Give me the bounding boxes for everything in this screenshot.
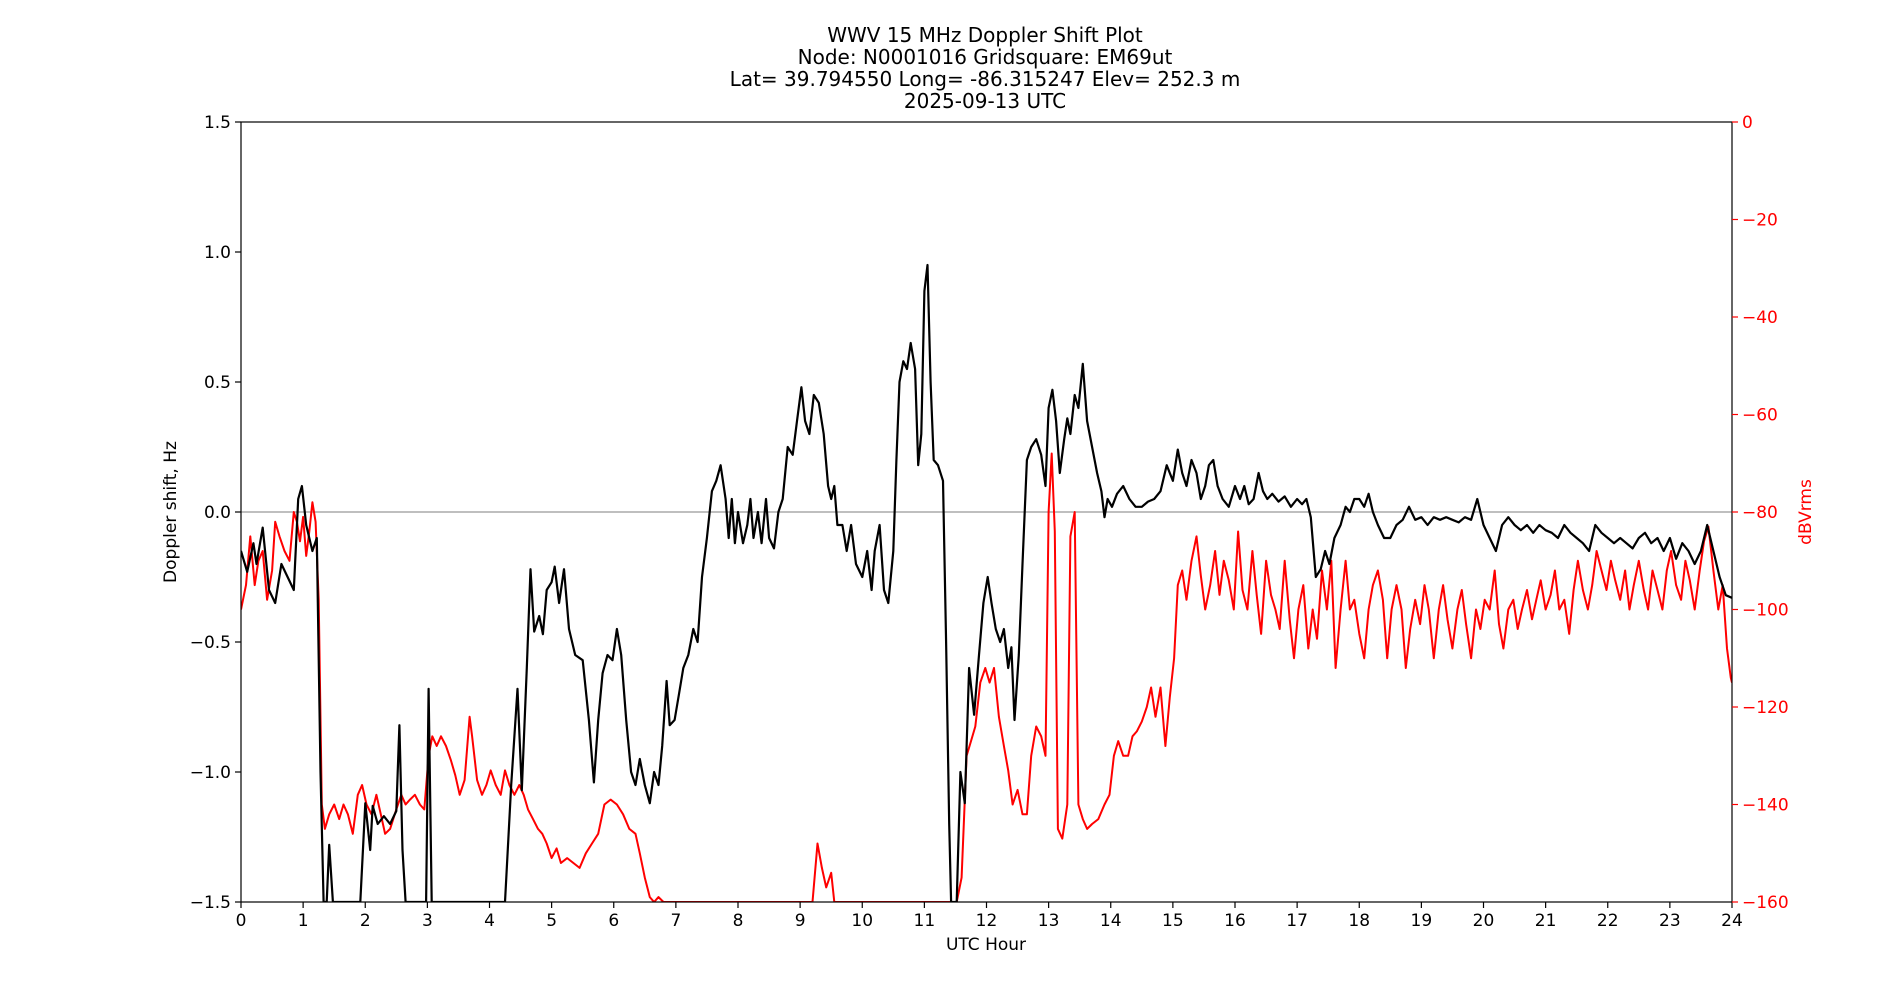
x-tick-label: 21: [1535, 911, 1557, 931]
x-tick-label: 7: [670, 911, 681, 931]
y-tick-label: −1.0: [190, 763, 231, 783]
y-tick-label: −1.5: [190, 893, 231, 913]
y-tick-label: 0.0: [204, 503, 231, 523]
x-tick-label: 9: [795, 911, 806, 931]
x-tick-label: 20: [1473, 911, 1495, 931]
y2-tick-label: −160: [1742, 893, 1789, 913]
power-series-line: [241, 452, 1732, 902]
x-tick-label: 8: [733, 911, 744, 931]
y2-tick-label: −40: [1742, 308, 1778, 328]
x-tick-label: 1: [298, 911, 309, 931]
x-tick-label: 3: [422, 911, 433, 931]
y-tick-label: 1.5: [204, 113, 231, 133]
y-tick-label: −0.5: [190, 633, 231, 653]
y2-tick-label: −80: [1742, 503, 1778, 523]
chart-title-line-3: Lat= 39.794550 Long= -86.315247 Elev= 25…: [730, 67, 1241, 91]
x-tick-label: 0: [236, 911, 247, 931]
x-tick-label: 18: [1348, 911, 1370, 931]
x-tick-label: 14: [1100, 911, 1122, 931]
y2-tick-label: 0: [1742, 113, 1753, 133]
x-tick-label: 22: [1597, 911, 1619, 931]
x-tick-label: 17: [1286, 911, 1308, 931]
x-tick-label: 2: [360, 911, 371, 931]
series-layer: [241, 263, 1732, 902]
x-axis: 0 1 2 3 4 5 6 7 8 9 10 11 12 13 14 15 16 17 18 19 20 21 22 23 24: [236, 902, 1743, 931]
y-tick-label: 0.5: [204, 373, 231, 393]
x-tick-label: 6: [608, 911, 619, 931]
y-axis-right: 0 −20 −40 −60 −80 −100 −120 −140 −160: [1732, 113, 1789, 913]
y2-tick-label: −120: [1742, 698, 1789, 718]
x-tick-label: 15: [1162, 911, 1184, 931]
y-axis-label: Doppler shift, Hz: [161, 441, 181, 583]
x-tick-label: 16: [1224, 911, 1246, 931]
x-tick-label: 24: [1721, 911, 1743, 931]
chart-title-line-4: 2025-09-13 UTC: [904, 89, 1066, 113]
y2-tick-label: −100: [1742, 601, 1789, 621]
chart-title-line-2: Node: N0001016 Gridsquare: EM69ut: [798, 45, 1173, 69]
y2-tick-label: −20: [1742, 211, 1778, 231]
x-tick-label: 23: [1659, 911, 1681, 931]
chart-title-line-1: WWV 15 MHz Doppler Shift Plot: [827, 23, 1143, 47]
x-tick-label: 13: [1038, 911, 1060, 931]
x-tick-label: 10: [851, 911, 873, 931]
doppler-series-line: [241, 263, 1732, 902]
y2-tick-label: −60: [1742, 406, 1778, 426]
x-axis-label: UTC Hour: [946, 935, 1026, 955]
y-axis-left: 1.5 1.0 0.5 0.0 −0.5 −1.0 −1.5: [190, 113, 241, 913]
x-tick-label: 5: [546, 911, 557, 931]
y-tick-label: 1.0: [204, 243, 231, 263]
x-tick-label: 19: [1411, 911, 1433, 931]
x-tick-label: 11: [914, 911, 936, 931]
y2-tick-label: −140: [1742, 796, 1789, 816]
x-tick-label: 12: [976, 911, 998, 931]
x-tick-label: 4: [484, 911, 495, 931]
y2-axis-label: dBVrms: [1796, 479, 1816, 545]
